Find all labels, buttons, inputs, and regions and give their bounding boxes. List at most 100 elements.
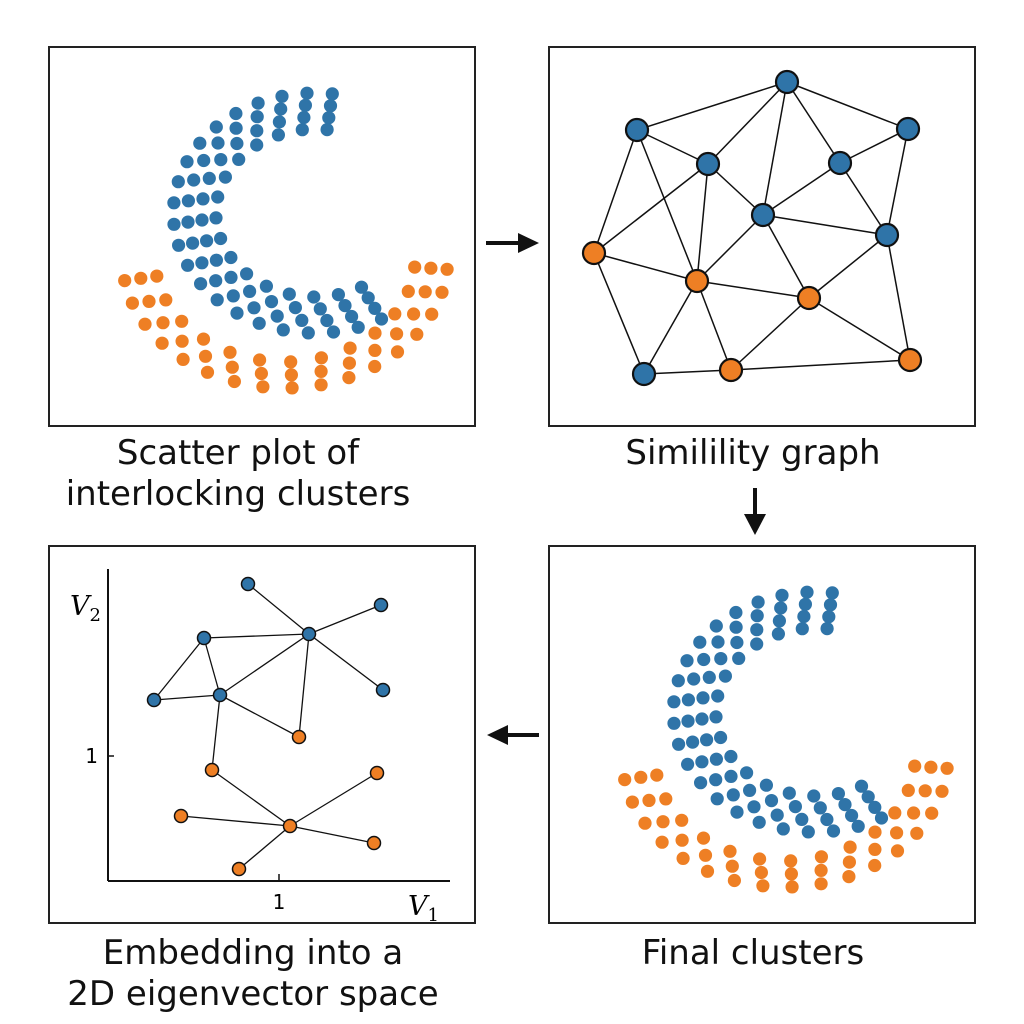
blue-point <box>214 153 228 167</box>
blue-point <box>775 588 789 602</box>
orange-point <box>940 761 954 775</box>
graph-edge <box>808 234 888 299</box>
blue-point <box>702 670 716 684</box>
blue-point <box>874 811 889 825</box>
blue-point <box>218 170 232 184</box>
y-axis-label-main: V <box>70 591 92 622</box>
blue-point <box>276 323 290 337</box>
blue-point <box>181 258 195 272</box>
embedding-edge <box>289 825 375 844</box>
blue-point <box>247 301 261 315</box>
orange-embedding-node <box>366 835 382 851</box>
blue-point <box>288 301 302 315</box>
blue-point <box>250 124 264 138</box>
orange-point <box>842 855 856 869</box>
blue-point <box>345 309 359 324</box>
blue-point <box>272 115 286 129</box>
orange-point <box>401 284 415 298</box>
blue-point <box>282 287 296 301</box>
scatter-panel <box>48 46 476 427</box>
blue-point <box>686 735 700 749</box>
embedding-edge <box>180 815 291 827</box>
orange-point <box>659 792 673 806</box>
blue-point <box>187 173 201 187</box>
blue-embedding-node <box>146 692 162 708</box>
blue-point <box>181 215 195 229</box>
orange-point <box>342 371 356 385</box>
orange-embedding-node <box>204 762 220 778</box>
blue-graph-node <box>827 150 853 176</box>
blue-point <box>826 824 841 838</box>
blue-graph-node <box>874 222 900 248</box>
blue-point <box>743 783 757 797</box>
blue-point <box>209 253 223 267</box>
blue-point <box>301 326 315 340</box>
blue-point <box>667 695 681 709</box>
x-axis-label-main: V <box>408 891 430 922</box>
blue-point <box>195 256 209 270</box>
blue-point <box>709 619 723 633</box>
graph-edge <box>643 280 698 375</box>
orange-point <box>618 773 632 787</box>
orange-point <box>368 326 382 340</box>
orange-graph-node <box>796 285 822 311</box>
blue-point <box>820 812 834 827</box>
orange-point <box>225 360 239 374</box>
orange-point <box>901 783 915 797</box>
blue-point <box>259 279 273 293</box>
blue-embedding-node <box>373 597 389 613</box>
blue-point <box>776 822 790 836</box>
orange-point <box>814 850 828 864</box>
blue-point <box>747 800 761 814</box>
embedding-edge <box>308 604 382 635</box>
embedding-edge <box>289 772 378 827</box>
orange-graph-node <box>897 347 923 373</box>
orange-point <box>698 848 713 862</box>
orange-point <box>842 870 856 884</box>
graph-edge <box>696 163 709 282</box>
blue-point <box>788 800 802 814</box>
orange-point <box>254 366 268 381</box>
blue-point <box>729 620 743 634</box>
orange-point <box>424 261 438 275</box>
orange-point <box>314 378 328 392</box>
blue-point <box>795 812 809 826</box>
blue-point <box>772 614 786 628</box>
orange-point <box>368 359 382 374</box>
blue-point <box>672 737 686 751</box>
orange-point <box>642 793 656 807</box>
orange-point <box>256 380 270 394</box>
blue-point <box>752 815 766 829</box>
orange-point <box>918 784 932 798</box>
blue-point <box>243 284 257 298</box>
x-axis-label-sub: 1 <box>428 905 439 922</box>
blue-point <box>759 778 773 792</box>
orange-point <box>935 784 949 798</box>
blue-point <box>322 111 336 125</box>
graph-edge <box>636 81 788 131</box>
embedding-edge <box>238 825 291 870</box>
graph-edge <box>696 280 810 299</box>
blue-point <box>167 196 181 210</box>
orange-point <box>284 355 298 369</box>
graph-edge <box>593 129 638 254</box>
blue-graph-node <box>750 202 776 228</box>
graph-edge <box>886 128 909 236</box>
blue-point <box>323 99 338 113</box>
graph-edge <box>839 162 888 236</box>
blue-point <box>354 280 369 294</box>
x-axis-label: V1 <box>408 891 439 922</box>
orange-point <box>440 262 454 276</box>
blue-point <box>361 291 375 305</box>
orange-point <box>727 873 741 888</box>
graph-caption-line-1: Similility graph <box>625 433 881 473</box>
y-axis-label: V2 <box>70 591 101 626</box>
orange-point <box>907 806 921 820</box>
orange-point <box>868 842 882 856</box>
blue-point <box>868 800 882 814</box>
embedding-caption-line-2: 2D eigenvector space <box>67 974 439 1014</box>
blue-point <box>271 128 285 142</box>
blue-embedding-node <box>301 626 317 642</box>
blue-point <box>250 138 264 152</box>
blue-point <box>172 238 186 252</box>
